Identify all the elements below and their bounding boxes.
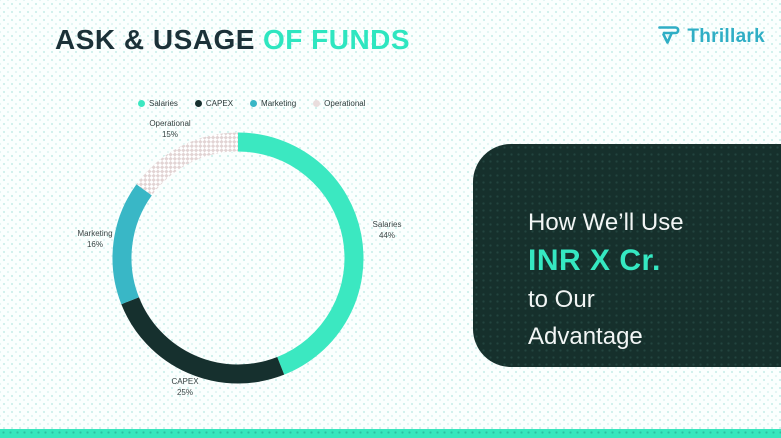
page-title-dark: ASK & USAGE <box>55 24 255 55</box>
card-amount: INR X Cr. <box>528 244 661 277</box>
segment-percent: 25% <box>176 388 193 397</box>
segment-name: Salaries <box>372 220 402 229</box>
donut-arc-salaries <box>237 132 364 375</box>
brand-logo: Thrillark <box>653 20 765 54</box>
legend-item-marketing: Marketing <box>250 99 296 108</box>
page-title-accent: OF FUNDS <box>262 24 411 55</box>
card-line-4: Advantage <box>528 323 643 350</box>
page-title: ASK & USAGE OF FUNDS <box>55 24 410 56</box>
chart-legend: Salaries CAPEX Marketing Operational <box>138 99 366 108</box>
legend-label: CAPEX <box>205 99 234 108</box>
segment-name: Marketing <box>77 229 113 238</box>
legend-label: Marketing <box>261 99 297 108</box>
legend-label: Salaries <box>149 99 178 108</box>
segment-percent: 16% <box>86 240 103 249</box>
legend-swatch-salaries <box>138 100 145 107</box>
legend-swatch-marketing <box>250 100 258 107</box>
donut-chart <box>112 132 364 384</box>
footer-accent-bar <box>0 429 781 438</box>
donut-arc-marketing <box>112 184 152 305</box>
legend-label: Operational <box>324 99 366 108</box>
legend-item-salaries: Salaries <box>138 99 178 108</box>
donut-arc-capex <box>121 297 285 384</box>
legend-swatch-operational <box>313 100 321 107</box>
donut-arc-operational <box>136 132 239 196</box>
segment-label-marketing: Marketing 16% <box>58 228 132 250</box>
segment-label-operational: Operational 15% <box>133 118 207 140</box>
segment-name: CAPEX <box>171 377 199 386</box>
segment-percent: 44% <box>378 231 395 240</box>
legend-swatch-capex <box>194 100 202 107</box>
card-line-3: to Our <box>528 286 595 313</box>
donut-arcs <box>112 132 364 384</box>
thrillark-funnel-icon <box>653 20 683 54</box>
ask-amount-card: How We’ll Use INR X Cr. to Our Advantage <box>473 144 781 367</box>
card-line-1: How We’ll Use <box>528 209 684 236</box>
legend-item-capex: CAPEX <box>194 99 234 108</box>
segment-label-capex: CAPEX 25% <box>148 376 222 398</box>
segment-name: Operational <box>149 119 191 128</box>
segment-percent: 15% <box>161 130 178 139</box>
segment-label-salaries: Salaries 44% <box>350 219 424 241</box>
brand-name: Thrillark <box>687 26 765 47</box>
legend-item-operational: Operational <box>313 99 366 108</box>
